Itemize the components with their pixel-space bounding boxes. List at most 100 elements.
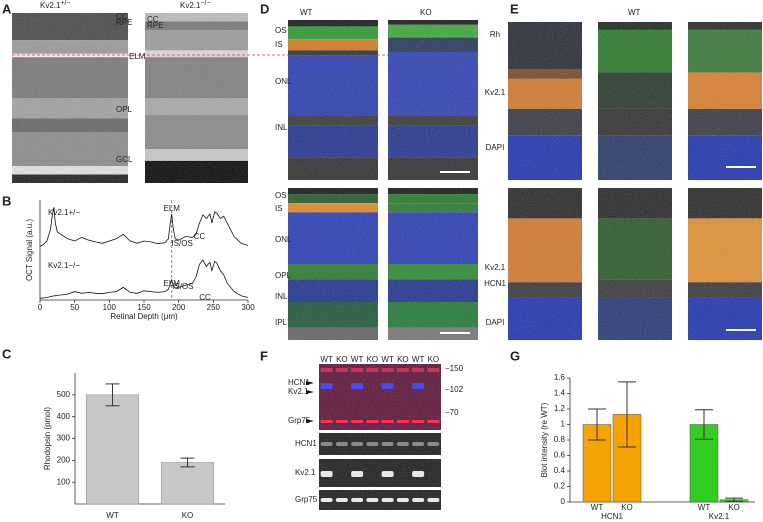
- blot-band: [412, 368, 425, 372]
- layer-label: IPL: [275, 318, 288, 327]
- blot-band: [366, 442, 379, 446]
- lane-label: KO: [367, 355, 379, 364]
- image-grain: [288, 188, 378, 340]
- series-label: Kv2.1−/−: [48, 261, 80, 270]
- x-tick-label: WT: [106, 511, 119, 520]
- blot-band: [335, 498, 348, 502]
- layer-label: INL: [275, 123, 288, 132]
- y-tick-label: 100: [57, 477, 71, 486]
- blot-band: [335, 442, 348, 446]
- x-tick-label: KO: [182, 511, 194, 520]
- blot-band: [412, 383, 425, 389]
- image-grain: [688, 22, 762, 180]
- arrow: [306, 381, 314, 385]
- blot-band: [381, 471, 394, 477]
- x-tick-label: 150: [137, 303, 151, 312]
- gene-name: Kv2.1: [180, 1, 201, 10]
- gene-name: Kv2.1: [40, 1, 61, 10]
- genotype-label: Kv2.1+/−: [40, 0, 71, 10]
- blot-band: [381, 498, 394, 502]
- layer-label: IS: [275, 204, 283, 213]
- error-bar: [588, 408, 606, 441]
- oct-trace: [39, 259, 249, 299]
- mw-marker: −150: [445, 364, 464, 373]
- y-tick-label: 0.4: [554, 466, 566, 475]
- image-grain: [319, 364, 441, 430]
- channel-label: HCN1: [484, 279, 506, 288]
- blot-band: [381, 442, 394, 446]
- layer-label: RPE: [116, 18, 132, 27]
- layer-label: OPL: [116, 105, 133, 114]
- lane-label: KO: [428, 355, 440, 364]
- channel-label: Kv2.1: [485, 263, 506, 272]
- band-label: HCN1: [288, 378, 310, 387]
- panel-label: C: [2, 346, 12, 361]
- blot-band: [320, 383, 333, 389]
- y-tick-label: 200: [57, 455, 71, 464]
- error-bar: [618, 381, 636, 448]
- micrograph: [508, 188, 582, 340]
- blot-band: [335, 368, 348, 372]
- bar-label: WT: [698, 503, 711, 512]
- lane-label: KO: [397, 355, 409, 364]
- mw-marker: −102: [445, 385, 464, 394]
- blot-band: [320, 471, 333, 477]
- blot-band: [351, 442, 364, 446]
- y-tick-label: 0.6: [554, 451, 566, 460]
- lane-label: WT: [351, 355, 364, 364]
- blot-label: HCN1: [295, 439, 317, 448]
- image-grain: [388, 20, 478, 180]
- panel-label: E: [510, 1, 519, 16]
- image-grain: [12, 13, 128, 183]
- blot-band: [351, 420, 364, 423]
- channel-label: Kv2.1: [485, 88, 506, 97]
- lane-label: WT: [381, 355, 394, 364]
- y-tick-label: 400: [57, 412, 71, 421]
- image-grain: [508, 22, 582, 180]
- layer-label: CC: [147, 15, 159, 24]
- blot-band: [366, 498, 379, 502]
- layer-label: OPL: [275, 271, 292, 280]
- column-label: KO: [420, 8, 432, 17]
- arrow: [306, 390, 314, 394]
- x-tick-label: 200: [172, 303, 186, 312]
- genotype: −/−: [200, 0, 210, 7]
- channel-label: DAPI: [486, 143, 505, 152]
- x-tick-label: 50: [70, 303, 79, 312]
- y-axis-label: Rhodopsin (pmol): [43, 407, 52, 470]
- micrograph: [598, 22, 672, 180]
- image-grain: [508, 188, 582, 340]
- genotype: +/−: [60, 0, 70, 7]
- y-tick-label: 1.4: [554, 389, 566, 398]
- image-grain: [319, 490, 441, 510]
- blot-band: [381, 383, 394, 389]
- annotation: IS/OS: [171, 239, 192, 248]
- panel-label: D: [260, 1, 269, 16]
- error-bar: [695, 409, 713, 440]
- image-grain: [388, 188, 478, 340]
- blot-band: [412, 471, 425, 477]
- series-label: Kv2.1+/−: [48, 208, 80, 217]
- blot-band: [320, 368, 333, 372]
- layer-label: ONL: [275, 77, 292, 86]
- micrograph: [288, 188, 378, 340]
- blot-band: [427, 498, 440, 502]
- error-bar: [725, 497, 743, 502]
- mw-marker: −70: [445, 408, 459, 417]
- layer-label: ONL: [275, 235, 292, 244]
- error-bar: [180, 457, 195, 468]
- image-grain: [598, 22, 672, 180]
- image-grain: [598, 188, 672, 340]
- blot-band: [381, 368, 394, 372]
- y-tick-label: 0.8: [554, 435, 566, 444]
- panel-label: G: [510, 348, 520, 363]
- micrograph: [598, 188, 672, 340]
- y-tick-label: 300: [57, 434, 71, 443]
- panel-label: A: [2, 1, 12, 16]
- micrograph: [388, 20, 478, 180]
- bar: [85, 394, 140, 505]
- layer-label: CC: [116, 12, 128, 21]
- blot-band: [396, 498, 409, 502]
- annotation: IS/OS: [172, 282, 193, 291]
